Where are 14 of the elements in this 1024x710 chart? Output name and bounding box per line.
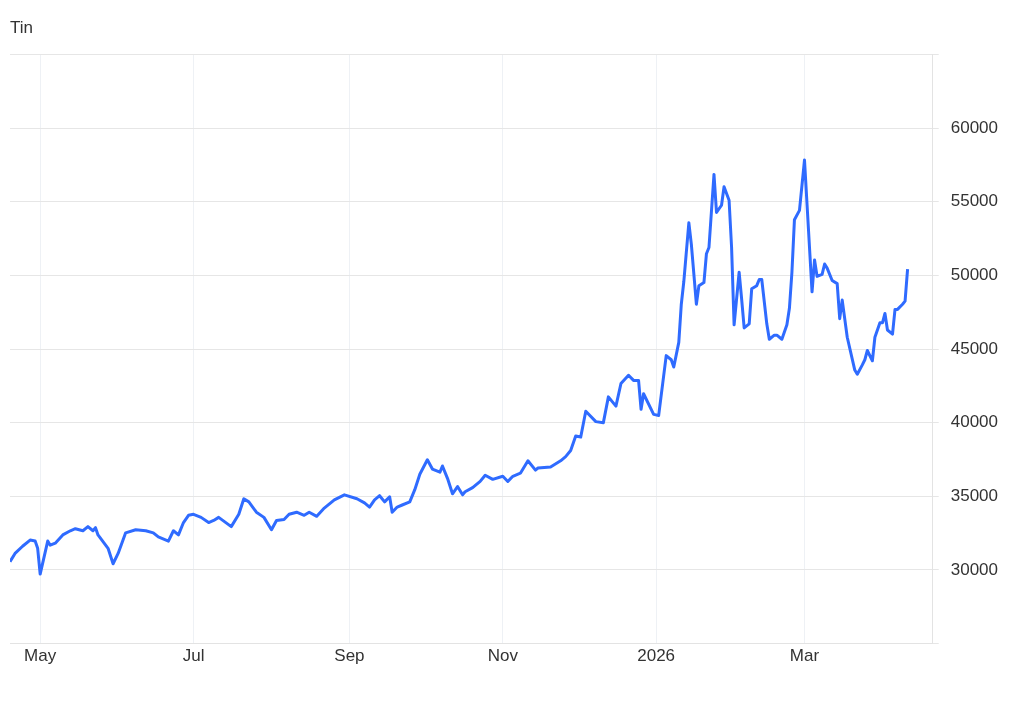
x-tick-label: May <box>24 646 57 666</box>
y-tick-label: 45000 <box>950 338 999 358</box>
y-tick-label: 40000 <box>950 412 999 432</box>
x-tick-label: 2026 <box>637 646 676 666</box>
x-tick-label: Sep <box>334 646 365 666</box>
y-tick-label: 55000 <box>950 191 999 211</box>
y-tick-label: 60000 <box>950 117 999 137</box>
y-tick-label: 35000 <box>950 485 999 505</box>
y-tick-label: 30000 <box>950 559 999 579</box>
x-tick-label: Mar <box>789 646 820 666</box>
y-tick-label: 50000 <box>950 265 999 285</box>
x-tick-label: Jul <box>182 646 205 666</box>
chart-title: Tin <box>10 17 33 37</box>
x-tick-label: Nov <box>487 646 519 666</box>
